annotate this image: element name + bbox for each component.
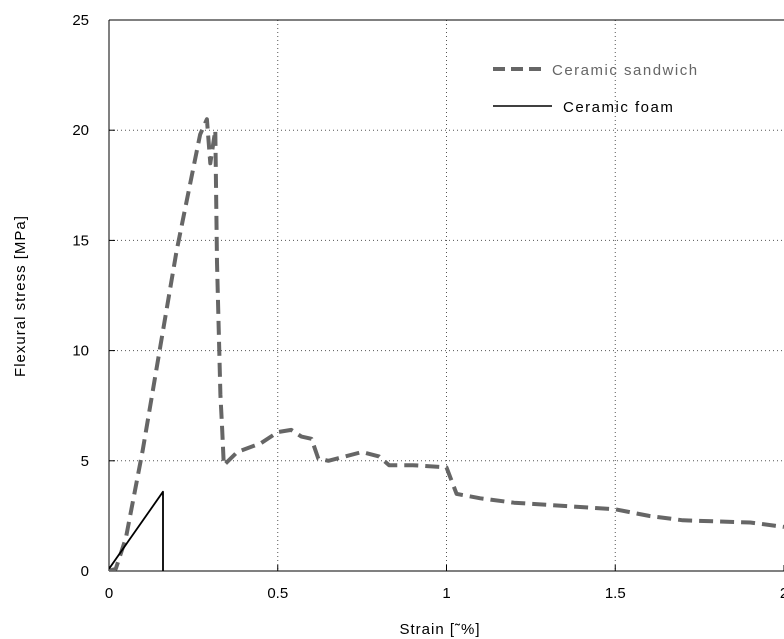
x-tick-label: 2 bbox=[780, 585, 784, 602]
x-tick-label: 1.5 bbox=[605, 585, 626, 602]
grid bbox=[109, 20, 784, 571]
legend-label-sandwich: Ceramic sandwich bbox=[552, 62, 699, 79]
x-tick-label: 0 bbox=[105, 585, 113, 602]
plot-area bbox=[109, 20, 784, 571]
y-tick-label: 5 bbox=[81, 453, 89, 470]
ticks: 00.511.520510152025 bbox=[72, 12, 784, 602]
y-tick-label: 25 bbox=[72, 12, 89, 29]
series-ceramic-foam bbox=[109, 490, 164, 571]
x-tick-label: 1 bbox=[442, 585, 450, 602]
y-tick-label: 10 bbox=[72, 343, 89, 360]
y-tick-label: 15 bbox=[72, 232, 89, 249]
x-axis-label: Strain [˜%] bbox=[399, 621, 480, 638]
legend-label-foam: Ceramic foam bbox=[563, 99, 674, 116]
y-axis-label: Flexural stress [MPa] bbox=[12, 215, 29, 377]
legend: Ceramic sandwich Ceramic foam bbox=[493, 62, 699, 116]
series bbox=[109, 117, 784, 571]
y-tick-label: 0 bbox=[81, 563, 89, 580]
y-tick-label: 20 bbox=[72, 122, 89, 139]
x-tick-label: 0.5 bbox=[267, 585, 288, 602]
series-ceramic-sandwich bbox=[109, 117, 784, 571]
